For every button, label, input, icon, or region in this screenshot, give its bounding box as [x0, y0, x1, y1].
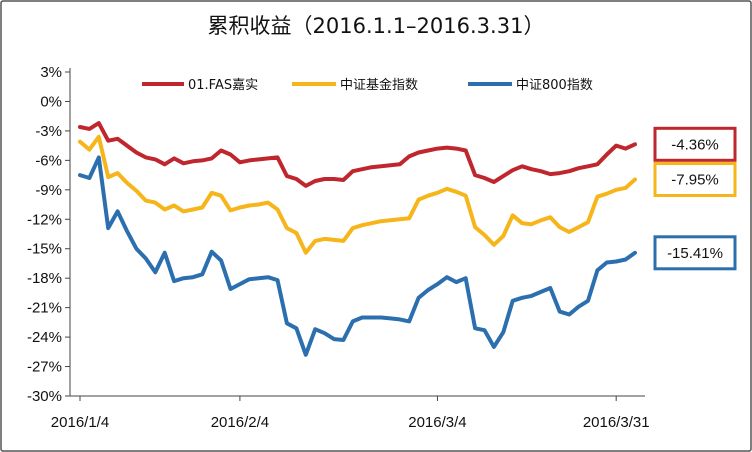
end-label-box-series-1 — [653, 162, 737, 197]
legend-label-series-2: 中证800指数 — [516, 78, 593, 93]
axes: 3% 0% -3% -6% -9% -12% -15% -18% -21% -24% -27% -30… — [27, 64, 650, 431]
x-tick-label: 2016/3/4 — [408, 414, 466, 431]
legend-item-series-0: 01.FAS嘉实 — [142, 78, 258, 93]
series-line-2 — [78, 155, 637, 357]
end-label-series-0: -4.36% — [671, 136, 719, 153]
y-tick-label: -9% — [35, 182, 62, 199]
series-line-0 — [78, 121, 637, 188]
end-label-series-1: -7.95% — [671, 172, 719, 189]
chart-title: 累积收益（2016.1.1–2016.3.31） — [208, 14, 545, 38]
y-tick-label: -6% — [35, 152, 62, 169]
legend-item-series-2: 中证800指数 — [468, 78, 593, 93]
legend-item-series-1: 中证基金指数 — [292, 77, 418, 93]
y-tick-label: 0% — [40, 93, 62, 110]
legend: 01.FAS嘉实 中证基金指数 中证800指数 — [142, 77, 593, 93]
x-tick-label: 2016/3/31 — [583, 414, 650, 431]
x-tick-label: 2016/1/4 — [51, 414, 109, 431]
y-tick-label: -21% — [27, 300, 62, 317]
legend-label-series-1: 中证基金指数 — [340, 77, 418, 93]
y-tick-label: -30% — [27, 388, 62, 405]
y-tick-label: -27% — [27, 359, 62, 376]
y-tick-label: -18% — [27, 270, 62, 287]
x-tick-label: 2016/2/4 — [211, 414, 269, 431]
y-tick-label: -12% — [27, 211, 62, 228]
y-tick-label: -24% — [27, 329, 62, 346]
plot-area — [78, 121, 637, 357]
y-tick-label: -15% — [27, 241, 62, 258]
y-tick-label: 3% — [40, 64, 62, 81]
end-label-box-series-0 — [653, 126, 737, 162]
end-label-box-series-2 — [653, 235, 737, 271]
series-line-1 — [78, 134, 637, 255]
legend-label-series-0: 01.FAS嘉实 — [188, 78, 258, 93]
end-label-series-2: -15.41% — [667, 245, 723, 262]
y-tick-label: -3% — [35, 123, 62, 140]
end-labels: -4.36% -7.95% -15.41% — [653, 126, 737, 271]
